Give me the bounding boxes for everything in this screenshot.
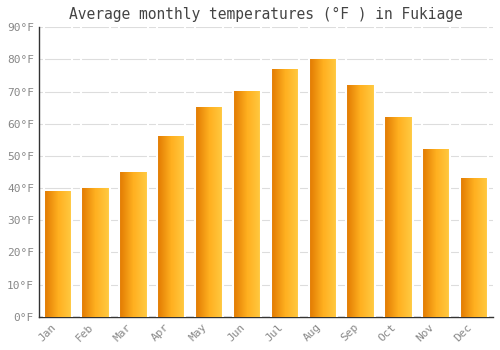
Title: Average monthly temperatures (°F ) in Fukiage: Average monthly temperatures (°F ) in Fu… bbox=[69, 7, 463, 22]
